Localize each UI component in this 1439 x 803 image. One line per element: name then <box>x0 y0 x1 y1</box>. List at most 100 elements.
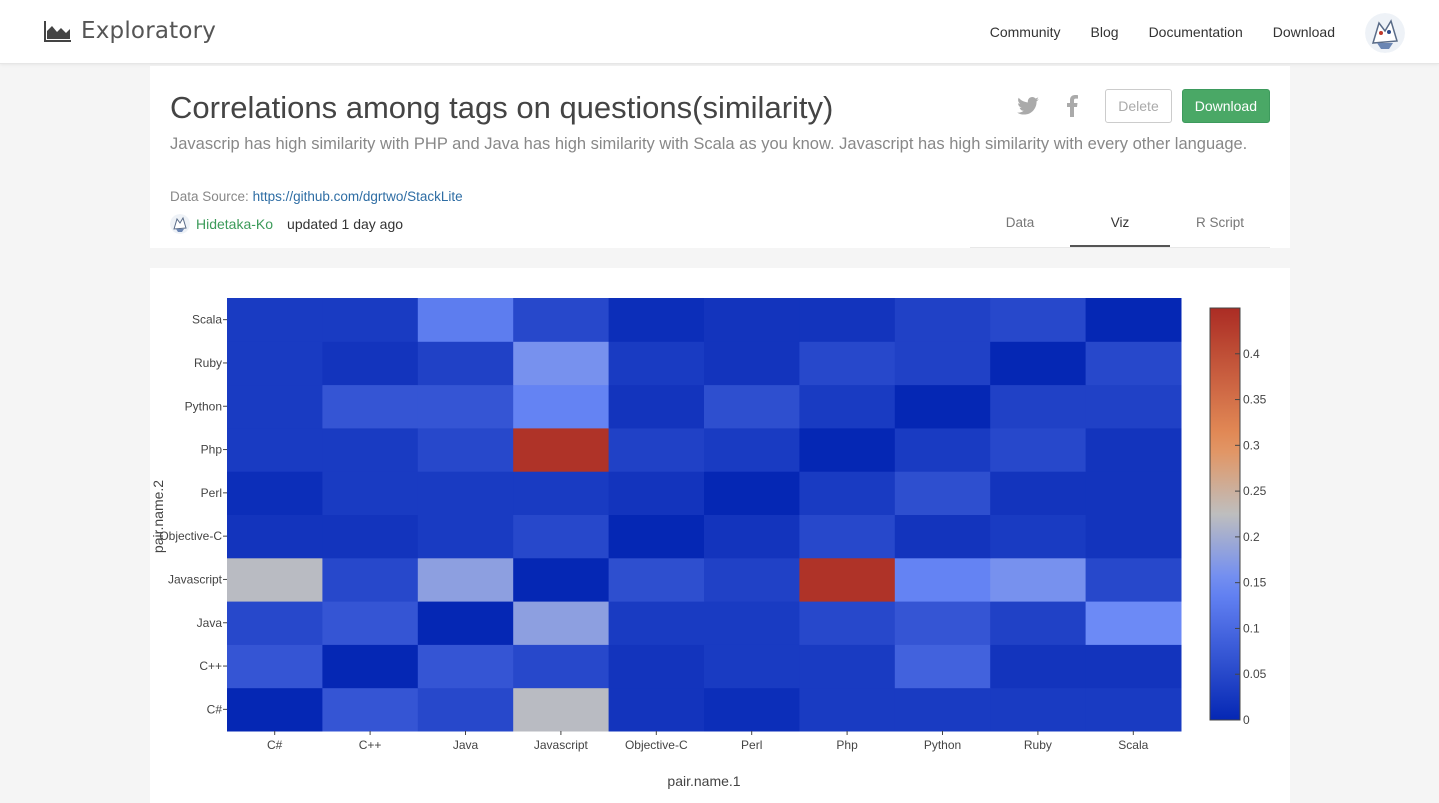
heatmap-cell-C++-Javascript[interactable] <box>322 557 419 602</box>
heatmap-cell-Javascript-Php[interactable] <box>513 427 610 472</box>
heatmap-cell-Python-Php[interactable] <box>894 427 991 472</box>
heatmap-cell-Php-Php[interactable] <box>799 427 896 472</box>
tab-viz[interactable]: Viz <box>1070 206 1170 247</box>
heatmap-cell-Java-Python[interactable] <box>417 384 514 429</box>
heatmap-cell-Php-Python[interactable] <box>799 384 896 429</box>
heatmap-cell-Php-C++[interactable] <box>799 644 896 689</box>
heatmap-cell-Java-Php[interactable] <box>417 427 514 472</box>
heatmap-cell-Perl-C++[interactable] <box>704 644 800 689</box>
nav-documentation[interactable]: Documentation <box>1148 24 1243 40</box>
heatmap-cell-C++-Ruby[interactable] <box>322 341 419 386</box>
heatmap-cell-Perl-Php[interactable] <box>704 427 800 472</box>
heatmap-cell-Java-Javascript[interactable] <box>417 557 514 602</box>
heatmap-cell-Javascript-Python[interactable] <box>513 384 610 429</box>
heatmap-cell-Perl-Java[interactable] <box>704 601 800 645</box>
twitter-icon[interactable] <box>1017 95 1040 117</box>
heatmap-cell-Scala-C#[interactable] <box>1085 687 1182 732</box>
heatmap-cell-C#-Javascript[interactable] <box>227 557 323 602</box>
heatmap-cell-Objective-C-C++[interactable] <box>608 644 705 689</box>
heatmap-cell-Python-Scala[interactable] <box>894 298 991 342</box>
heatmap-cell-Python-C++[interactable] <box>894 644 991 689</box>
heatmap-cell-Scala-Scala[interactable] <box>1085 298 1182 342</box>
heatmap-cell-Objective-C-Php[interactable] <box>608 427 705 472</box>
nav-community[interactable]: Community <box>989 24 1061 40</box>
user-avatar[interactable] <box>1365 13 1405 53</box>
heatmap-cell-Php-Perl[interactable] <box>799 471 896 515</box>
heatmap-cell-Objective-C-Scala[interactable] <box>608 298 705 342</box>
heatmap-cell-Java-Perl[interactable] <box>417 471 514 515</box>
brand-logo[interactable]: Exploratory <box>44 18 216 44</box>
heatmap-cell-Php-Java[interactable] <box>799 601 896 645</box>
heatmap-cell-Perl-C#[interactable] <box>704 687 800 732</box>
heatmap-cell-Perl-Perl[interactable] <box>704 471 800 515</box>
heatmap-cell-Ruby-Ruby[interactable] <box>990 341 1087 386</box>
heatmap-cell-Perl-Scala[interactable] <box>704 298 800 342</box>
nav-download[interactable]: Download <box>1272 24 1335 40</box>
heatmap-cell-Scala-Python[interactable] <box>1085 384 1182 429</box>
heatmap-cell-Objective-C-C#[interactable] <box>608 687 705 732</box>
heatmap-cell-Scala-Php[interactable] <box>1085 427 1182 472</box>
heatmap-cell-Python-Ruby[interactable] <box>894 341 991 386</box>
heatmap-cell-Ruby-Javascript[interactable] <box>990 557 1087 602</box>
heatmap-cell-Scala-Perl[interactable] <box>1085 471 1182 515</box>
heatmap-cell-C++-C#[interactable] <box>322 687 419 732</box>
heatmap-cell-Ruby-Scala[interactable] <box>990 298 1087 342</box>
heatmap-cell-Php-Objective-C[interactable] <box>799 514 896 559</box>
heatmap-cell-C++-Scala[interactable] <box>322 298 419 342</box>
heatmap-cell-C++-C++[interactable] <box>322 644 419 689</box>
heatmap-cell-Ruby-Java[interactable] <box>990 601 1087 645</box>
heatmap-cell-Python-Javascript[interactable] <box>894 557 991 602</box>
heatmap-cell-Php-C#[interactable] <box>799 687 896 732</box>
heatmap-cell-Ruby-Python[interactable] <box>990 384 1087 429</box>
download-button[interactable]: Download <box>1181 89 1270 123</box>
heatmap-cell-Perl-Ruby[interactable] <box>704 341 800 386</box>
heatmap-cell-Perl-Python[interactable] <box>704 384 800 429</box>
heatmap-cell-Objective-C-Perl[interactable] <box>608 471 705 515</box>
heatmap-cell-Scala-Javascript[interactable] <box>1085 557 1182 602</box>
heatmap-cell-C++-Php[interactable] <box>322 427 419 472</box>
heatmap-cell-Python-Objective-C[interactable] <box>894 514 991 559</box>
heatmap-cell-Java-Objective-C[interactable] <box>417 514 514 559</box>
heatmap-cell-C#-C++[interactable] <box>227 644 323 689</box>
heatmap-cell-C#-Php[interactable] <box>227 427 323 472</box>
author-avatar[interactable] <box>170 214 190 234</box>
heatmap-cell-Python-Perl[interactable] <box>894 471 991 515</box>
heatmap-cell-Python-C#[interactable] <box>894 687 991 732</box>
heatmap-cell-Objective-C-Javascript[interactable] <box>608 557 705 602</box>
heatmap-cell-Scala-Objective-C[interactable] <box>1085 514 1182 559</box>
heatmap-cell-Scala-Java[interactable] <box>1085 601 1182 645</box>
heatmap-cell-Java-Java[interactable] <box>417 601 514 645</box>
heatmap-cell-Objective-C-Ruby[interactable] <box>608 341 705 386</box>
heatmap-cell-C#-Perl[interactable] <box>227 471 323 515</box>
heatmap-cell-C++-Objective-C[interactable] <box>322 514 419 559</box>
heatmap-cell-C++-Java[interactable] <box>322 601 419 645</box>
heatmap-cell-Javascript-Perl[interactable] <box>513 471 610 515</box>
heatmap-cell-C++-Perl[interactable] <box>322 471 419 515</box>
heatmap-cell-Php-Javascript[interactable] <box>799 557 896 602</box>
heatmap-chart[interactable]: C# C++ Java Javascript Objective-C Perl Php Pyt… <box>150 268 1290 803</box>
heatmap-cell-C#-Python[interactable] <box>227 384 323 429</box>
heatmap-cell-Objective-C-Java[interactable] <box>608 601 705 645</box>
heatmap-cell-Perl-Javascript[interactable] <box>704 557 800 602</box>
heatmap-cell-Php-Ruby[interactable] <box>799 341 896 386</box>
tab-data[interactable]: Data <box>1005 215 1035 230</box>
heatmap-cell-Javascript-Javascript[interactable] <box>513 557 610 602</box>
heatmap-cell-Java-C#[interactable] <box>417 687 514 732</box>
heatmap-cell-Scala-Ruby[interactable] <box>1085 341 1182 386</box>
heatmap-cell-Ruby-Perl[interactable] <box>990 471 1087 515</box>
heatmap-cell-Java-Ruby[interactable] <box>417 341 514 386</box>
author-name[interactable]: Hidetaka-Ko <box>196 216 274 232</box>
heatmap-cell-Java-C++[interactable] <box>417 644 514 689</box>
heatmap-cell-C#-Scala[interactable] <box>227 298 323 342</box>
tab-r-script[interactable]: R Script <box>1195 215 1244 230</box>
heatmap-cell-Perl-Objective-C[interactable] <box>704 514 800 559</box>
heatmap-cell-Javascript-C#[interactable] <box>513 687 610 732</box>
heatmap-cell-Scala-C++[interactable] <box>1085 644 1182 689</box>
heatmap-cell-C#-Ruby[interactable] <box>227 341 323 386</box>
heatmap-cell-C#-Java[interactable] <box>227 601 323 645</box>
heatmap-cell-Python-Python[interactable] <box>894 384 991 429</box>
heatmap-cell-Javascript-C++[interactable] <box>513 644 610 689</box>
heatmap-cell-Javascript-Scala[interactable] <box>513 298 610 342</box>
heatmap-cell-C#-C#[interactable] <box>227 687 323 732</box>
heatmap-cell-Ruby-Php[interactable] <box>990 427 1087 472</box>
